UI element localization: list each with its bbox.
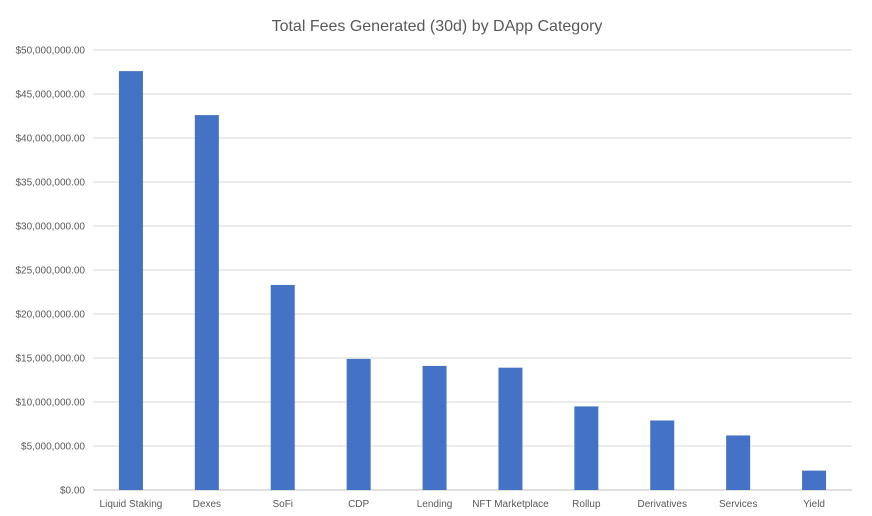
y-tick-label: $35,000,000.00: [15, 178, 85, 189]
x-tick-label: SoFi: [272, 499, 293, 510]
x-tick-label: Lending: [417, 499, 453, 510]
bar-services: [726, 435, 751, 490]
bars: [118, 71, 827, 491]
x-tick-label: Rollup: [572, 499, 601, 510]
y-tick-label: $40,000,000.00: [15, 134, 85, 145]
bar-cdp: [346, 358, 371, 490]
bar-derivatives: [650, 420, 675, 490]
y-tick-label: $30,000,000.00: [15, 222, 85, 233]
y-tick-label: $5,000,000.00: [21, 442, 85, 453]
bar-dexes: [194, 115, 219, 491]
y-tick-label: $15,000,000.00: [15, 354, 85, 365]
y-tick-label: $0.00: [60, 486, 85, 497]
x-tick-label: Services: [719, 499, 757, 510]
y-tick-label: $20,000,000.00: [15, 310, 85, 321]
x-tick-label: NFT Marketplace: [472, 499, 549, 510]
bar-rollup: [574, 406, 599, 490]
y-axis-ticks: $0.00 $5,000,000.00 $10,000,000.00 $15,000,…: [15, 46, 85, 497]
x-axis-labels: Liquid Staking Dexes SoFi CDP Lending NFT Mar…: [100, 499, 825, 510]
bar-sofi: [270, 284, 295, 490]
bar-liquid-staking: [118, 71, 143, 491]
bar-lending: [422, 365, 447, 490]
x-tick-label: Yield: [803, 499, 825, 510]
chart-title: Total Fees Generated (30d) by DApp Categ…: [272, 18, 603, 35]
y-tick-label: $45,000,000.00: [15, 90, 85, 101]
bar-yield: [802, 470, 827, 490]
gridlines: [93, 49, 852, 491]
y-tick-label: $25,000,000.00: [15, 266, 85, 277]
x-tick-label: Liquid Staking: [100, 499, 163, 510]
y-tick-label: $10,000,000.00: [15, 398, 85, 409]
x-tick-label: Dexes: [193, 499, 221, 510]
x-tick-label: Derivatives: [638, 499, 687, 510]
bar-nft-marketplace: [498, 367, 523, 490]
x-tick-label: CDP: [348, 499, 369, 510]
y-tick-label: $50,000,000.00: [15, 46, 85, 57]
